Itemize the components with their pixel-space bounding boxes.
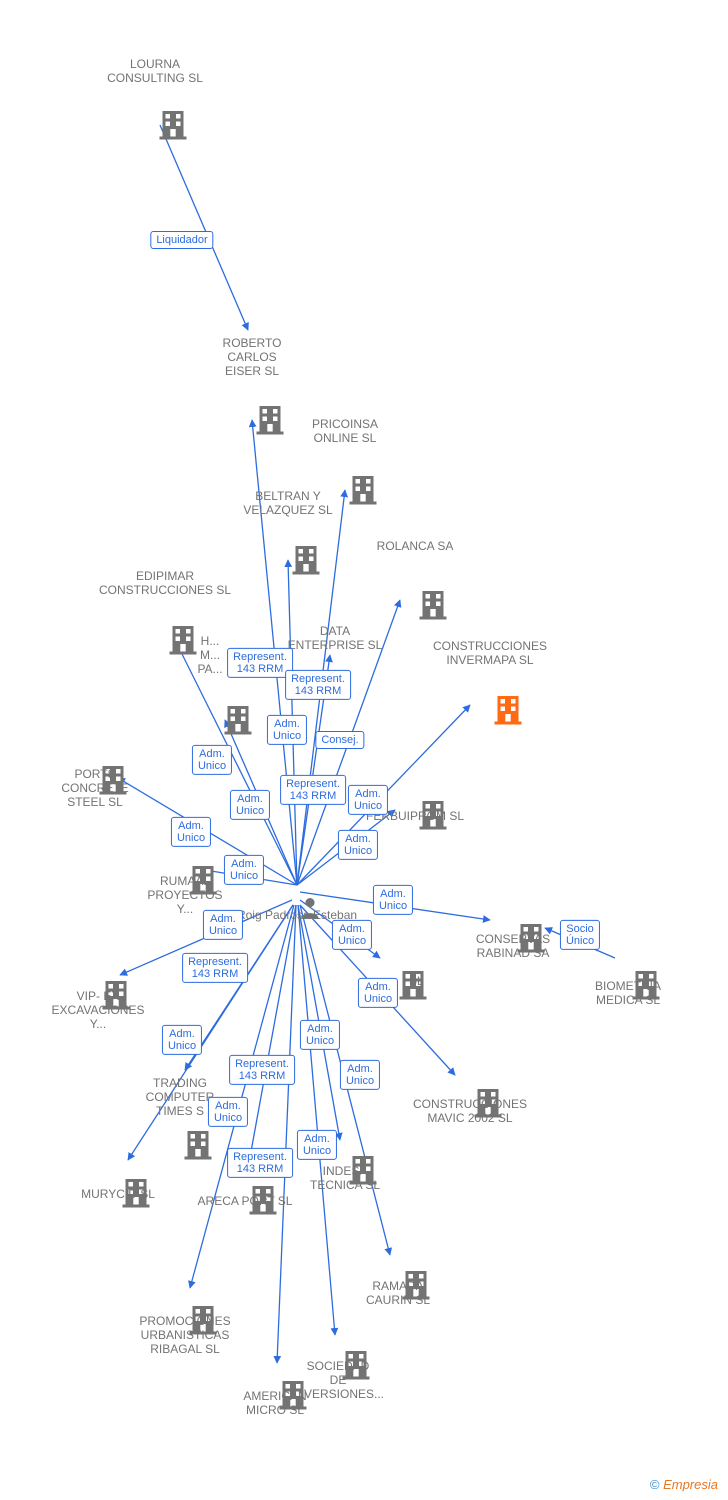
copyright-brand: Empresia	[663, 1477, 718, 1492]
edge-line	[128, 905, 293, 1160]
edge-line	[160, 125, 248, 330]
edge-line	[225, 720, 297, 885]
edge-line	[277, 905, 296, 1363]
edge-line	[248, 905, 296, 1168]
center-label: Roig Padrosa Esteban	[237, 909, 357, 923]
edge-line	[298, 905, 340, 1140]
edge-line	[190, 905, 294, 1288]
copyright-symbol: ©	[650, 1477, 660, 1492]
edge-line	[297, 600, 400, 885]
edge-line	[297, 655, 330, 885]
edge-line	[545, 928, 615, 958]
edge-line	[297, 810, 395, 885]
edge-layer	[0, 0, 728, 1500]
copyright: © Empresia	[650, 1477, 718, 1492]
